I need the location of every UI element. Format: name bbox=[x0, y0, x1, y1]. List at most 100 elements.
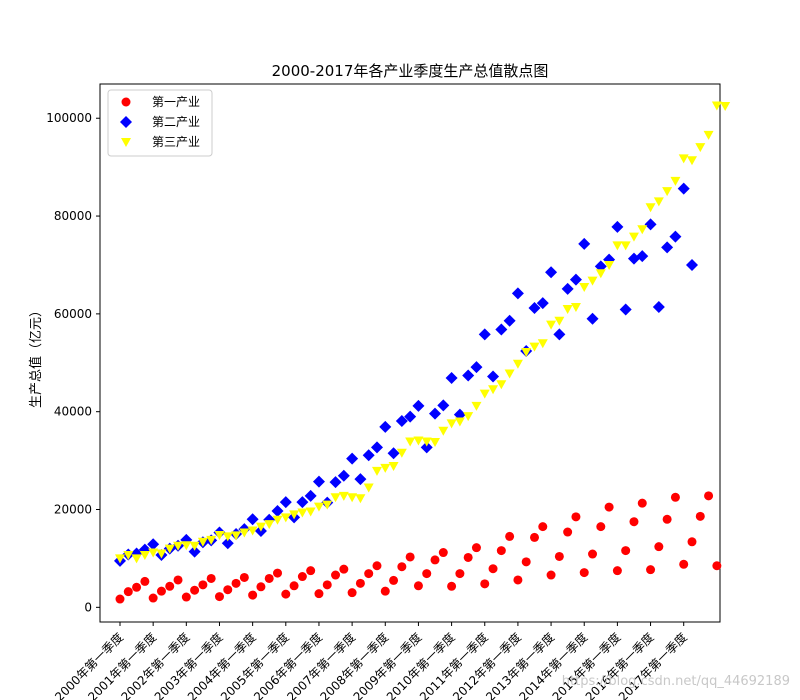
data-point bbox=[612, 241, 623, 251]
data-point bbox=[652, 301, 665, 314]
data-points bbox=[114, 101, 731, 604]
data-point bbox=[463, 552, 473, 562]
data-point bbox=[247, 526, 258, 536]
data-point bbox=[521, 348, 532, 358]
legend-marker bbox=[121, 97, 131, 107]
data-point bbox=[223, 585, 233, 595]
data-point bbox=[653, 197, 664, 207]
data-point bbox=[165, 581, 175, 591]
data-point bbox=[214, 592, 224, 602]
data-point bbox=[422, 569, 432, 579]
data-point bbox=[139, 550, 150, 560]
data-point bbox=[587, 276, 598, 286]
data-point bbox=[470, 361, 483, 374]
data-point bbox=[569, 273, 582, 286]
data-point bbox=[546, 320, 557, 330]
data-point bbox=[347, 588, 357, 598]
data-point bbox=[413, 581, 423, 591]
data-point bbox=[273, 568, 283, 578]
data-point bbox=[538, 522, 548, 532]
watermark-text: https://blog.csdn.net/qq_44692189 bbox=[561, 674, 790, 689]
data-point bbox=[488, 564, 498, 574]
data-point bbox=[297, 572, 307, 582]
data-point bbox=[654, 542, 664, 552]
data-point bbox=[496, 546, 506, 556]
data-point bbox=[636, 250, 649, 263]
data-point bbox=[264, 573, 274, 583]
data-point bbox=[405, 552, 415, 562]
data-point bbox=[553, 328, 566, 341]
y-axis: 0 20000 40000 60000 80000 100000 bbox=[46, 111, 100, 614]
data-point bbox=[132, 582, 142, 592]
data-point bbox=[679, 559, 689, 569]
data-point bbox=[487, 370, 500, 383]
data-point bbox=[289, 581, 299, 591]
data-point bbox=[280, 513, 291, 523]
data-point bbox=[222, 532, 233, 542]
data-point bbox=[347, 493, 358, 503]
data-point bbox=[447, 581, 457, 591]
data-point bbox=[545, 266, 558, 279]
data-point bbox=[661, 241, 674, 254]
y-tick-label: 60000 bbox=[54, 307, 92, 321]
data-point bbox=[231, 578, 241, 588]
data-point bbox=[197, 537, 208, 547]
data-point bbox=[637, 225, 648, 235]
data-point bbox=[281, 589, 291, 599]
data-point bbox=[304, 489, 317, 502]
plot-frame bbox=[99, 83, 721, 623]
data-point bbox=[389, 575, 399, 585]
data-point bbox=[221, 537, 234, 550]
data-point bbox=[720, 102, 731, 112]
data-point bbox=[173, 575, 183, 585]
data-point bbox=[637, 498, 647, 508]
data-point bbox=[604, 260, 615, 270]
data-point bbox=[563, 527, 573, 537]
data-point bbox=[662, 187, 673, 197]
data-point bbox=[140, 576, 150, 586]
data-point bbox=[395, 414, 408, 427]
data-point bbox=[115, 594, 125, 604]
data-point bbox=[478, 328, 491, 341]
data-point bbox=[437, 399, 450, 412]
data-point bbox=[413, 436, 424, 446]
y-tick-label: 100000 bbox=[46, 111, 92, 125]
data-point bbox=[611, 220, 624, 233]
data-point bbox=[379, 420, 392, 433]
data-point bbox=[445, 371, 458, 384]
y-axis-label: 生产总值（亿元） bbox=[28, 304, 44, 408]
y-tick-label: 0 bbox=[84, 600, 92, 614]
data-point bbox=[529, 532, 539, 542]
data-point bbox=[570, 303, 581, 313]
data-point bbox=[471, 543, 481, 553]
y-tick-label: 80000 bbox=[54, 209, 92, 223]
data-point bbox=[627, 252, 640, 265]
data-point bbox=[380, 463, 391, 473]
data-point bbox=[388, 461, 399, 471]
data-point bbox=[529, 342, 540, 352]
data-point bbox=[404, 410, 417, 423]
data-point bbox=[272, 515, 283, 525]
data-point bbox=[173, 541, 184, 551]
data-point bbox=[412, 399, 425, 412]
data-point bbox=[454, 417, 465, 427]
data-point bbox=[620, 241, 631, 251]
data-point bbox=[687, 156, 697, 166]
data-point bbox=[579, 282, 590, 292]
data-point bbox=[148, 593, 158, 603]
data-point bbox=[147, 538, 160, 551]
data-point bbox=[463, 412, 474, 422]
data-point bbox=[231, 531, 242, 541]
data-point bbox=[364, 569, 374, 579]
data-point bbox=[471, 401, 482, 411]
data-point bbox=[561, 282, 574, 295]
data-point bbox=[528, 302, 541, 315]
data-point bbox=[628, 232, 639, 242]
data-point bbox=[430, 555, 440, 565]
legend-box bbox=[107, 89, 213, 157]
data-point bbox=[296, 496, 309, 509]
data-point bbox=[246, 513, 259, 526]
data-point bbox=[579, 568, 589, 578]
data-point bbox=[190, 585, 200, 595]
data-point bbox=[503, 314, 516, 327]
